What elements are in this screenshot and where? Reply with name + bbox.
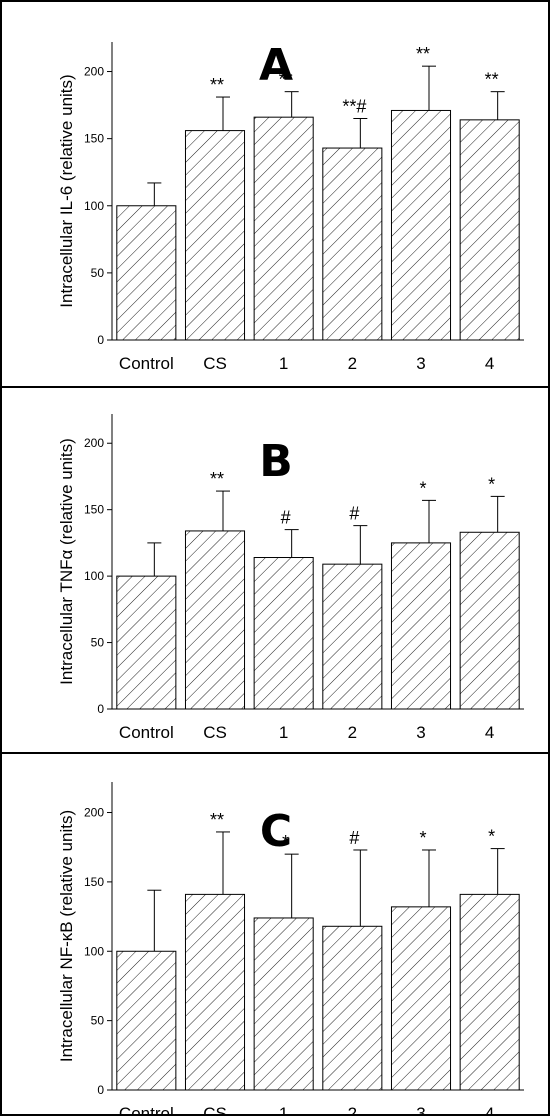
y-tick-label-a: 200 [84, 65, 104, 79]
y-tick-label-c: 0 [97, 1083, 104, 1097]
category-label-c-1: CS [203, 1104, 227, 1114]
significance-marker-b-3: # [349, 504, 359, 524]
bar-c-5 [459, 893, 520, 1091]
bar-a-0 [116, 205, 177, 341]
y-tick-label-a: 150 [84, 132, 104, 146]
significance-marker-c-5: * [488, 827, 495, 847]
bar-b-0 [116, 575, 177, 710]
significance-marker-c-1: ** [210, 810, 224, 830]
y-tick-label-c: 50 [91, 1014, 105, 1028]
y-tick-label-b: 200 [84, 436, 104, 450]
y-tick-label-c: 100 [84, 944, 104, 958]
panel-a: Control ** CS ** 1 **# 2 ** 3 ** 4 0 50 100 150 200 Intr… [2, 2, 548, 386]
significance-marker-b-4: * [419, 478, 426, 498]
y-tick-label-b: 50 [91, 636, 105, 650]
category-label-a-3: 2 [348, 354, 357, 373]
y-tick-label-a: 50 [91, 266, 105, 280]
significance-marker-c-4: * [419, 828, 426, 848]
category-label-a-2: 1 [279, 354, 288, 373]
category-label-b-4: 3 [416, 723, 425, 742]
significance-marker-a-5: ** [485, 70, 499, 90]
category-label-a-4: 3 [416, 354, 425, 373]
significance-marker-c-3: # [349, 828, 359, 848]
category-label-c-5: 4 [485, 1104, 494, 1114]
significance-marker-a-2: ** [279, 70, 293, 90]
y-tick-label-a: 0 [97, 333, 104, 347]
bar-b-4 [390, 542, 452, 710]
significance-marker-b-1: ** [210, 469, 224, 489]
panel-b: Control ** CS #1 #2 * 3 * 4 0 50 100 150 200 Intracell… [2, 386, 548, 752]
category-label-c-3: 2 [348, 1104, 357, 1114]
category-label-b-5: 4 [485, 723, 494, 742]
significance-marker-b-2: # [281, 508, 291, 528]
significance-marker-a-4: ** [416, 44, 430, 64]
bar-a-3 [322, 147, 383, 341]
category-label-b-0: Control [119, 723, 174, 742]
bar-a-5 [459, 119, 520, 341]
significance-marker-b-5: * [488, 474, 495, 494]
significance-marker-c-2: * [282, 832, 289, 852]
bar-a-1 [184, 130, 246, 341]
y-axis-label-c: Intracellular NF-κB (relative units) [57, 810, 76, 1062]
y-tick-label-c: 150 [84, 875, 104, 889]
bar-a-2 [253, 116, 314, 341]
significance-marker-a-3: **# [342, 97, 366, 117]
bar-b-2 [253, 557, 314, 710]
panel-letter-a: A [259, 40, 293, 91]
significance-marker-a-1: ** [210, 75, 224, 95]
bar-c-0 [116, 950, 177, 1091]
category-label-c-0: Control [119, 1104, 174, 1114]
bar-b-1 [184, 530, 246, 710]
chart-svg-b: Control ** CS #1 #2 * 3 * 4 0 50 100 150 200 Intracell… [57, 414, 524, 742]
bar-b-5 [459, 531, 520, 710]
bar-a-4 [390, 109, 452, 341]
panel-c: Control ** CS * 1 #2 * 3 * 4 0 50 100 150 200 Intracell… [2, 752, 548, 1114]
y-tick-label-b: 100 [84, 569, 104, 583]
y-tick-label-b: 0 [97, 702, 104, 716]
bar-c-3 [322, 925, 383, 1091]
panel-letter-c: C [260, 806, 292, 857]
category-label-c-4: 3 [416, 1104, 425, 1114]
y-tick-label-c: 200 [84, 806, 104, 820]
bar-c-1 [184, 893, 246, 1091]
category-label-b-1: CS [203, 723, 227, 742]
y-axis-label-a: Intracellular IL-6 (relative units) [57, 74, 76, 307]
bar-b-3 [322, 563, 383, 710]
category-label-b-3: 2 [348, 723, 357, 742]
chart-svg-c: Control ** CS * 1 #2 * 3 * 4 0 50 100 150 200 Intracell… [57, 782, 524, 1114]
category-label-a-0: Control [119, 354, 174, 373]
bar-c-4 [390, 906, 452, 1091]
y-axis-label-b: Intracellular TNFα (relative units) [57, 438, 76, 685]
category-label-a-1: CS [203, 354, 227, 373]
bar-c-2 [253, 917, 314, 1091]
category-label-a-5: 4 [485, 354, 494, 373]
chart-svg-a: Control ** CS ** 1 **# 2 ** 3 ** 4 0 50 100 150 200 Intr… [57, 40, 524, 373]
y-tick-label-b: 150 [84, 503, 104, 517]
category-label-b-2: 1 [279, 723, 288, 742]
category-label-c-2: 1 [279, 1104, 288, 1114]
y-tick-label-a: 100 [84, 199, 104, 213]
panel-letter-b: B [259, 436, 293, 487]
